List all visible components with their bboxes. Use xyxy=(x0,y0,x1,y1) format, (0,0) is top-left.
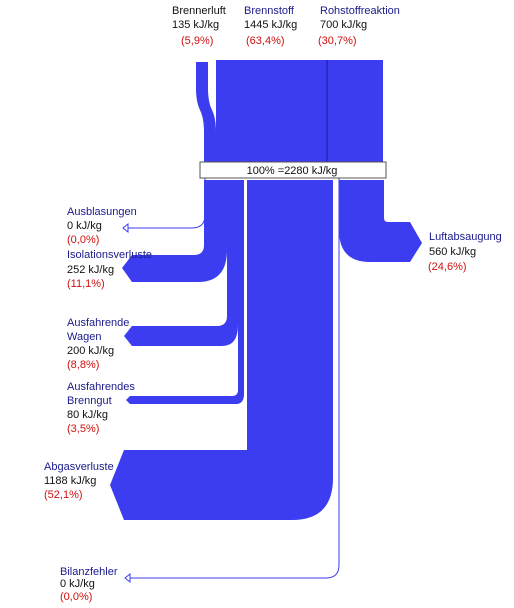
label-ausfahrendes-brenngut-name-1: Ausfahrendes xyxy=(67,381,135,393)
hub-label: 100% =2280 kJ/kg xyxy=(247,165,338,177)
label-ausfahrendes-brenngut-value: 80 kJ/kg xyxy=(67,409,108,421)
label-ausfahrende-wagen-value: 200 kJ/kg xyxy=(67,345,114,357)
flow-brennerluft xyxy=(196,62,216,162)
flow-ausfahrende-wagen xyxy=(124,180,238,346)
label-brennerluft-name: Brennerluft xyxy=(172,5,226,17)
label-ausfahrendes-brenngut-percent: (3,5%) xyxy=(67,423,99,435)
flow-isolationsverluste xyxy=(122,180,227,282)
label-ausfahrende-wagen-percent: (8,8%) xyxy=(67,359,99,371)
label-brennstoff-name: Brennstoff xyxy=(244,5,295,17)
flow-brennstoff xyxy=(216,60,327,162)
label-bilanzfehler-percent: (0,0%) xyxy=(60,591,92,603)
label-bilanzfehler-name: Bilanzfehler xyxy=(60,566,118,578)
label-ausfahrende-wagen-name-1: Ausfahrende xyxy=(67,317,129,329)
hub-box xyxy=(199,161,387,179)
label-ausblasungen-value: 0 kJ/kg xyxy=(67,220,102,232)
label-rohstoffreaktion-value: 700 kJ/kg xyxy=(320,19,367,31)
label-luftabsaugung-name: Luftabsaugung xyxy=(429,231,502,243)
label-ausblasungen-percent: (0,0%) xyxy=(67,234,99,246)
label-bilanzfehler-value: 0 kJ/kg xyxy=(60,578,95,590)
label-ausfahrende-wagen-name-2: Wagen xyxy=(67,331,101,343)
label-abgasverluste-value: 1188 kJ/kg xyxy=(44,475,96,487)
label-ausblasungen-name: Ausblasungen xyxy=(67,206,137,218)
label-luftabsaugung-percent: (24,6%) xyxy=(428,261,467,273)
label-rohstoffreaktion-percent: (30,7%) xyxy=(318,35,357,47)
flow-bilanzfehler-line xyxy=(130,178,340,579)
label-rohstoffreaktion-name: Rohstoffreaktion xyxy=(320,5,400,17)
arrow-bilanzfehler-icon xyxy=(124,572,131,584)
label-brennerluft-value: 135 kJ/kg xyxy=(172,19,219,31)
label-brennstoff-percent: (63,4%) xyxy=(246,35,285,47)
label-ausfahrendes-brenngut-name-2: Brenngut xyxy=(67,395,112,407)
label-brennstoff-value: 1445 kJ/kg xyxy=(244,19,297,31)
label-abgasverluste-name: Abgasverluste xyxy=(44,461,114,473)
label-isolationsverluste-value: 252 kJ/kg xyxy=(67,264,114,276)
label-luftabsaugung-value: 560 kJ/kg xyxy=(429,246,476,258)
label-isolationsverluste-name: Isolationsverluste xyxy=(67,249,152,261)
label-abgasverluste-percent: (52,1%) xyxy=(44,489,83,501)
label-brennerluft-percent: (5,9%) xyxy=(181,35,213,47)
arrow-ausblasungen-icon xyxy=(122,222,129,234)
flow-rohstoffreaktion xyxy=(327,60,383,162)
flow-abgasverluste xyxy=(110,180,333,520)
label-isolationsverluste-percent: (11,1%) xyxy=(67,278,105,290)
flow-ausblasungen-line xyxy=(128,178,206,229)
flow-luftabsaugung xyxy=(339,180,422,262)
